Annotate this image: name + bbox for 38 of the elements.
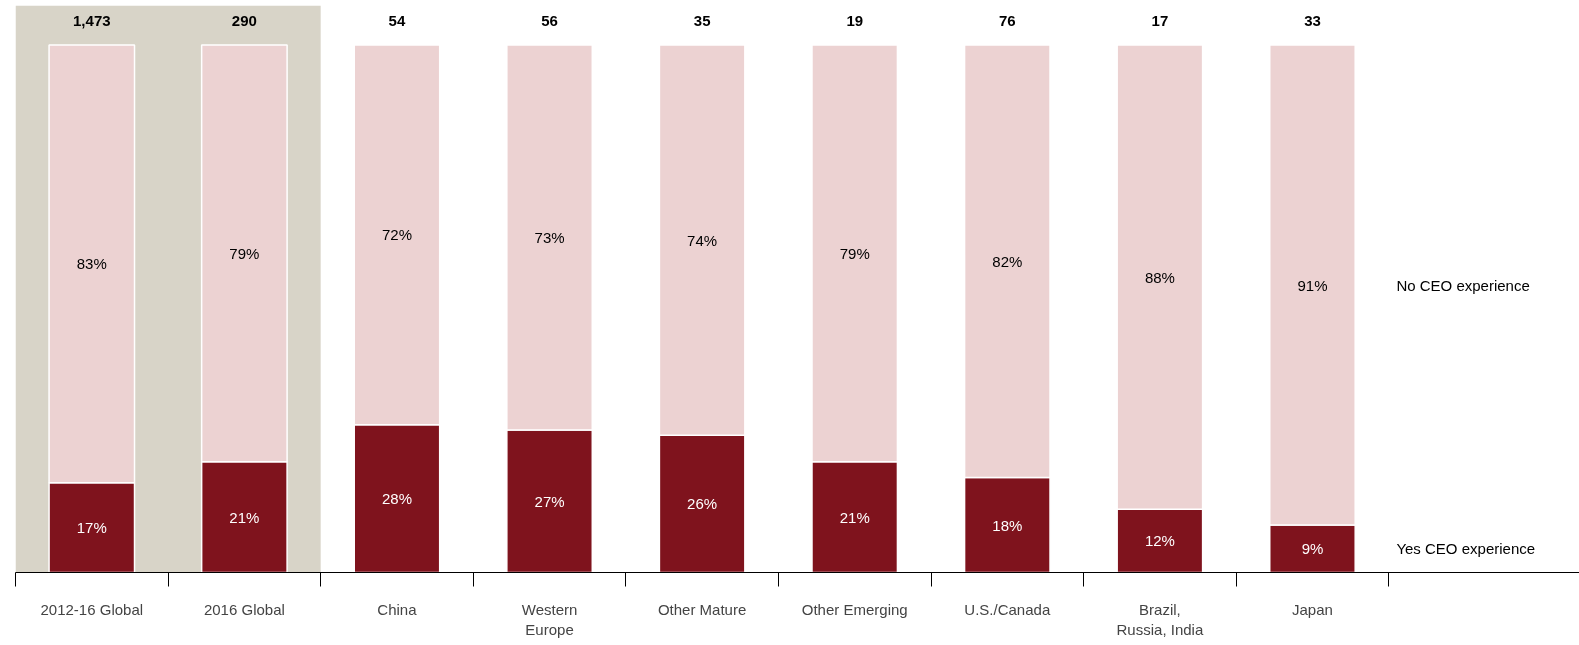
x-tick-label: Brazil, Russia, India (1116, 600, 1204, 638)
text: 35 (693, 12, 711, 30)
x-tick-label: 2016 Global (203, 600, 285, 618)
x-tick-label: China (377, 600, 418, 618)
data-label: 83% (76, 255, 107, 273)
data-label: 21% (839, 508, 870, 526)
x-tick-label: Western Europe (521, 600, 578, 638)
data-label: 91% (1297, 276, 1328, 294)
data-label: 26% (687, 495, 718, 513)
x-tick-label: 2012-16 Global (40, 600, 144, 618)
x-tick-label: Japan (1292, 600, 1333, 618)
data-label: 73% (534, 229, 565, 247)
data-label: 27% (534, 492, 565, 510)
x-tick-label: Other Mature (657, 600, 747, 618)
x-tick-label: Other Emerging (801, 600, 908, 618)
data-label: 79% (229, 244, 260, 262)
data-label: 88% (1144, 268, 1175, 286)
data-label: 9% (1301, 540, 1324, 558)
text: 54 (388, 12, 406, 30)
data-label: 28% (381, 490, 412, 508)
text: Yes CEO experience (1396, 540, 1536, 558)
text: 56 (541, 12, 558, 30)
text: No CEO experience (1396, 276, 1530, 294)
data-label: 21% (229, 508, 260, 526)
text: 1,473 (73, 12, 111, 30)
data-label: 18% (992, 516, 1023, 534)
data-label: 82% (992, 252, 1023, 270)
text: 33 (1304, 12, 1321, 30)
data-label: 17% (76, 519, 107, 537)
x-tick-label: U.S./Canada (964, 600, 1051, 618)
data-label: 74% (687, 231, 718, 249)
data-label: 72% (381, 226, 412, 244)
text: 17 (1151, 12, 1169, 30)
text: 19 (846, 12, 864, 30)
text: 76 (998, 12, 1016, 30)
text: 290 (231, 12, 257, 30)
data-label: 79% (839, 244, 870, 262)
data-label: 12% (1144, 532, 1175, 550)
